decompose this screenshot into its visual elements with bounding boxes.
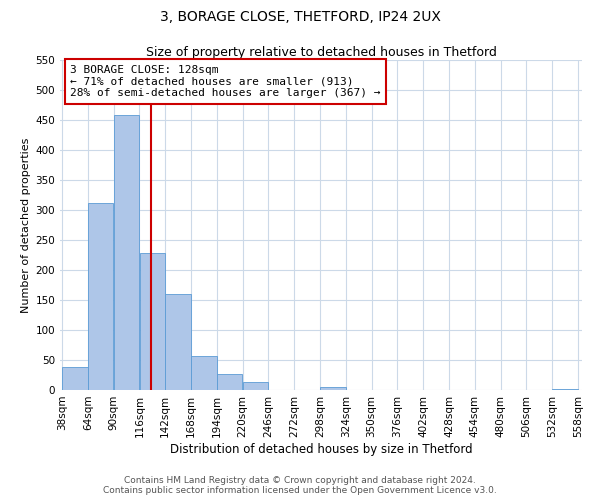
Text: 3 BORAGE CLOSE: 128sqm
← 71% of detached houses are smaller (913)
28% of semi-de: 3 BORAGE CLOSE: 128sqm ← 71% of detached… xyxy=(70,65,381,98)
Bar xyxy=(166,294,191,390)
Bar xyxy=(191,356,217,390)
Bar xyxy=(553,389,578,390)
Bar xyxy=(114,115,139,390)
Bar xyxy=(243,382,268,390)
Bar xyxy=(62,367,88,390)
Bar xyxy=(320,387,346,390)
Y-axis label: Number of detached properties: Number of detached properties xyxy=(21,138,31,312)
Bar xyxy=(88,204,113,390)
Bar xyxy=(217,374,242,390)
Text: Contains HM Land Registry data © Crown copyright and database right 2024.
Contai: Contains HM Land Registry data © Crown c… xyxy=(103,476,497,495)
Text: 3, BORAGE CLOSE, THETFORD, IP24 2UX: 3, BORAGE CLOSE, THETFORD, IP24 2UX xyxy=(160,10,440,24)
Title: Size of property relative to detached houses in Thetford: Size of property relative to detached ho… xyxy=(146,46,496,59)
X-axis label: Distribution of detached houses by size in Thetford: Distribution of detached houses by size … xyxy=(170,442,472,456)
Bar xyxy=(140,252,165,390)
